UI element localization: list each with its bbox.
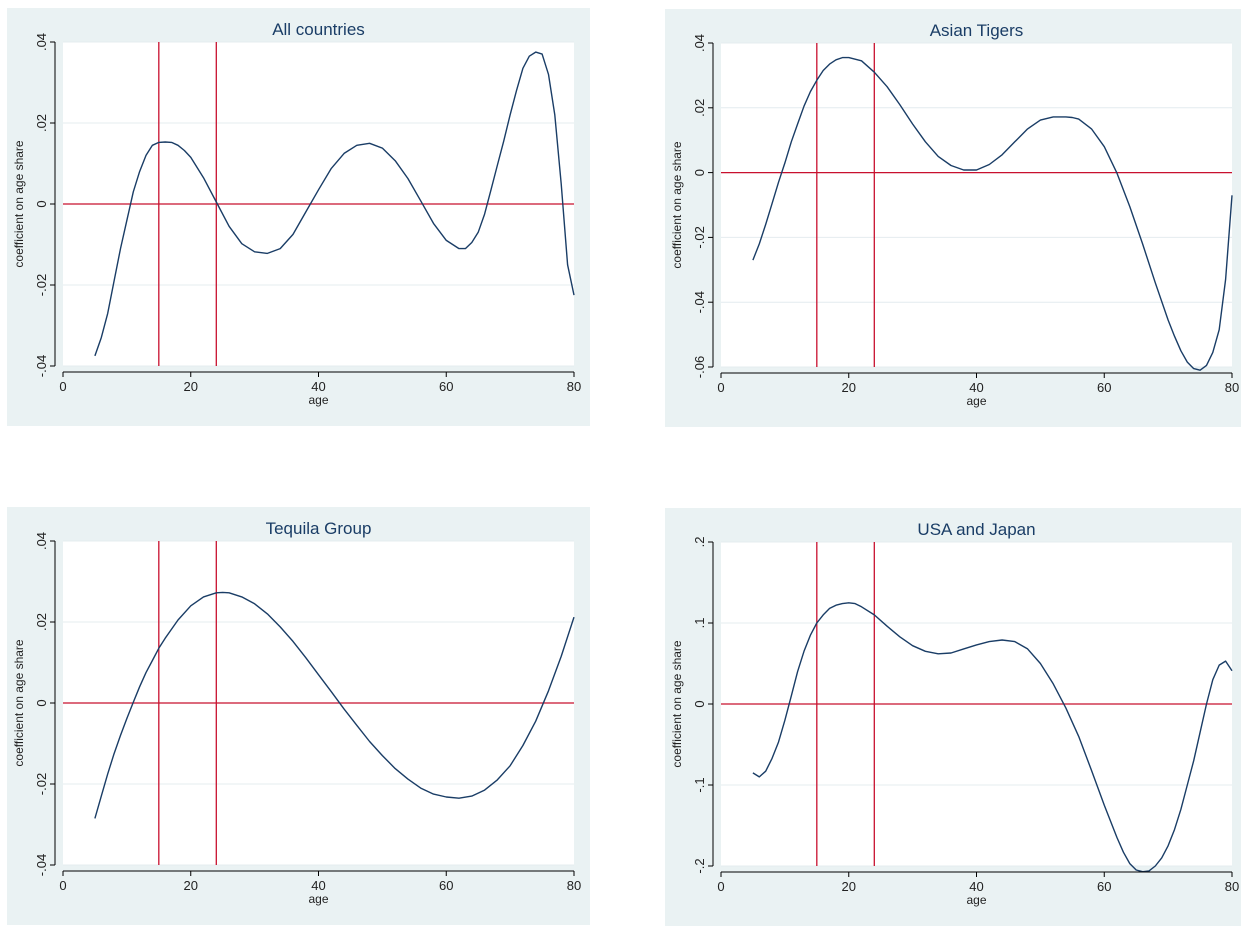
y-tick-label: .1: [692, 618, 707, 629]
x-axis-label: age: [966, 893, 986, 907]
x-tick-label: 20: [184, 379, 198, 394]
x-tick-label: 80: [1225, 879, 1239, 894]
chart-title: USA and Japan: [917, 520, 1035, 539]
x-tick-label: 40: [311, 379, 325, 394]
x-tick-label: 60: [439, 379, 453, 394]
y-tick-label: -.2: [692, 858, 707, 873]
y-tick-label: .04: [34, 33, 49, 51]
line-chart: -.04 -.02 0 .02 .04 0 20 40 60 80 age coefficient o…: [12, 519, 581, 906]
x-tick-label: 60: [439, 878, 453, 893]
y-tick-label: 0: [34, 200, 49, 207]
y-tick-label: .2: [692, 537, 707, 548]
chart-panel-all-countries: -.04 -.02 0 .02 .04 0 20 40 60 80 age coefficient o…: [7, 8, 590, 426]
y-tick-label: .04: [34, 532, 49, 550]
y-axis-label: coefficient on age share: [670, 640, 684, 768]
x-tick-label: 80: [1225, 380, 1239, 395]
y-axis-label: coefficient on age share: [12, 639, 26, 767]
y-tick-label: -.04: [34, 355, 49, 377]
y-axis-label: coefficient on age share: [12, 140, 26, 268]
y-tick-label: -.02: [34, 773, 49, 795]
y-tick-label: 0: [34, 699, 49, 706]
y-tick-label: .02: [34, 613, 49, 631]
x-tick-label: 60: [1097, 879, 1111, 894]
series-line: [94, 51, 575, 357]
chart-panel-asian-tigers: -.06 -.04 -.02 0 .02 .04 0 20 40 60 80 age coefficie…: [665, 9, 1241, 427]
y-tick-label: 0: [692, 700, 707, 707]
y-tick-label: .04: [692, 34, 707, 52]
x-tick-label: 40: [969, 380, 983, 395]
x-axis-label: age: [308, 393, 328, 407]
y-tick-label: -.1: [692, 777, 707, 792]
x-tick-label: 20: [184, 878, 198, 893]
line-chart: -.06 -.04 -.02 0 .02 .04 0 20 40 60 80 age coefficie…: [670, 21, 1239, 408]
chart-title: Asian Tigers: [930, 21, 1024, 40]
x-tick-label: 0: [717, 879, 724, 894]
series-line: [752, 56, 1233, 371]
x-tick-label: 80: [567, 379, 581, 394]
y-tick-label: .02: [34, 114, 49, 132]
chart-panel-tequila-group: -.04 -.02 0 .02 .04 0 20 40 60 80 age coefficient o…: [7, 507, 590, 925]
x-axis-label: age: [308, 892, 328, 906]
x-tick-label: 40: [969, 879, 983, 894]
y-tick-label: -.04: [34, 854, 49, 876]
y-tick-label: -.04: [692, 291, 707, 313]
x-tick-label: 20: [842, 879, 856, 894]
x-tick-label: 40: [311, 878, 325, 893]
y-tick-label: -.02: [34, 274, 49, 296]
series-line: [752, 602, 1233, 873]
x-tick-label: 80: [567, 878, 581, 893]
plot-area: [721, 43, 1232, 367]
x-axis-label: age: [966, 394, 986, 408]
chart-title: Tequila Group: [266, 519, 372, 538]
y-tick-label: -.06: [692, 356, 707, 378]
x-tick-label: 0: [717, 380, 724, 395]
chart-title: All countries: [272, 20, 365, 39]
y-tick-label: -.02: [692, 226, 707, 248]
y-tick-label: .02: [692, 99, 707, 117]
line-chart: -.2 -.1 0 .1 .2 0 20 40 60 80 age coefficient on ag…: [670, 520, 1239, 907]
series-line: [94, 591, 575, 819]
chart-panel-usa-and-japan: -.2 -.1 0 .1 .2 0 20 40 60 80 age coefficient on ag…: [665, 508, 1241, 926]
y-tick-label: 0: [692, 169, 707, 176]
x-tick-label: 60: [1097, 380, 1111, 395]
x-tick-label: 0: [59, 379, 66, 394]
line-chart: -.04 -.02 0 .02 .04 0 20 40 60 80 age coefficient o…: [12, 20, 581, 407]
y-axis-label: coefficient on age share: [670, 141, 684, 269]
x-tick-label: 0: [59, 878, 66, 893]
x-tick-label: 20: [842, 380, 856, 395]
